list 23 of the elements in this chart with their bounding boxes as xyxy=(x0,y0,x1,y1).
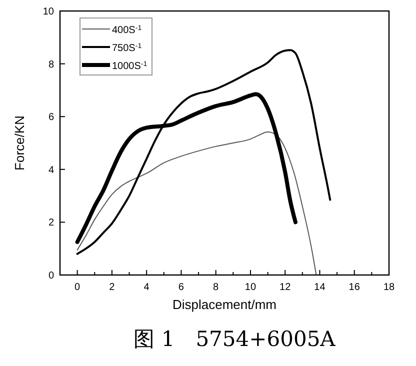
x-tick-label: 4 xyxy=(144,282,150,293)
line-series xyxy=(76,131,317,276)
y-tick-label: 10 xyxy=(42,6,54,18)
x-tick-label: 0 xyxy=(74,282,81,293)
legend-label: 1000S$^{-1}$ xyxy=(112,60,148,72)
legend-label: 750S$^{-1}$ xyxy=(112,42,142,54)
x-tick-label: 8 xyxy=(213,282,220,293)
x-tick-label: 10 xyxy=(244,282,256,293)
x-tick-label: 18 xyxy=(383,282,395,293)
y-tick-label: 4 xyxy=(48,164,54,176)
legend-label: 400S$^{-1}$ xyxy=(112,24,142,36)
y-tick-label: 0 xyxy=(48,270,54,282)
x-axis-title: Displacement/mm xyxy=(172,297,277,312)
y-tick-label: 2 xyxy=(48,218,54,229)
y-axis-title: Force/KN xyxy=(12,116,27,170)
x-tick-label: 2 xyxy=(109,282,116,293)
x-tick-label: 14 xyxy=(314,282,326,293)
x-tick-label: 6 xyxy=(178,282,184,293)
y-tick-label: 6 xyxy=(48,112,54,124)
y-tick-label: 8 xyxy=(48,59,54,70)
x-tick-label: 12 xyxy=(280,282,292,293)
x-tick-label: 16 xyxy=(348,282,360,293)
caption: 图 1 5754+6005A xyxy=(134,327,336,351)
